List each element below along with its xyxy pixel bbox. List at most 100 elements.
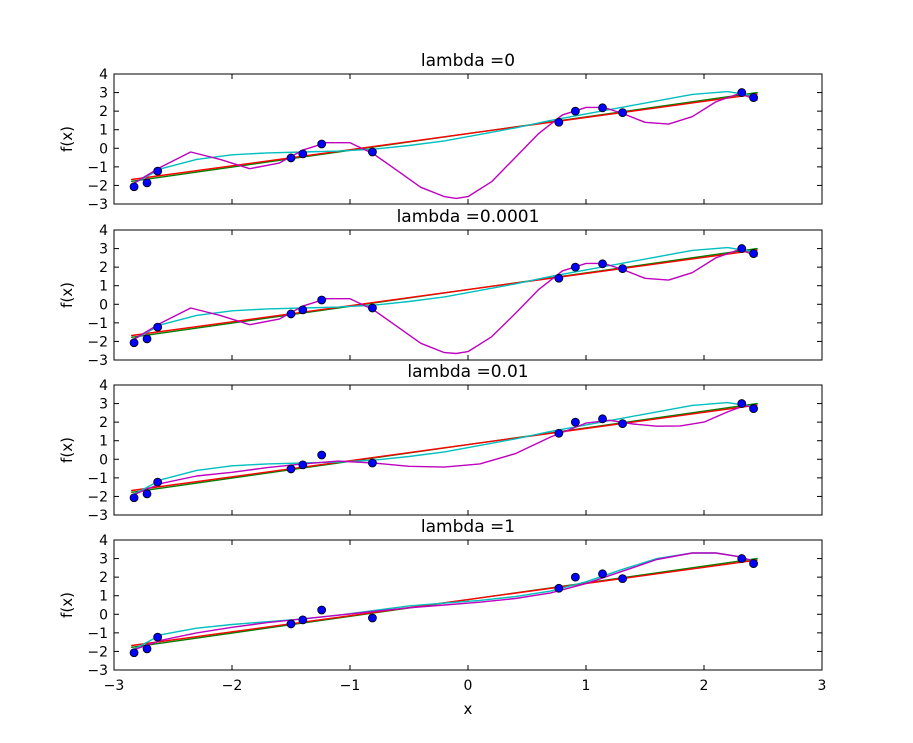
y-tick-label: 3	[99, 86, 108, 102]
series-line-cyan	[130, 401, 758, 497]
y-tick-label: 2	[99, 415, 108, 431]
data-point	[129, 648, 139, 658]
data-point	[570, 262, 580, 272]
subplot-4: lambda =1 f(x) −3 −2 −1 0 1 2 3 4 −3 −2 −1 0 1 2 3	[58, 517, 826, 694]
data-point	[317, 139, 327, 149]
data-point	[298, 615, 308, 625]
x-tick-label: 3	[818, 678, 827, 694]
data-point	[142, 489, 152, 499]
y-tick-label: 1	[99, 123, 108, 139]
plot-area	[129, 552, 758, 658]
y-tick-label: 1	[99, 589, 108, 605]
x-tick-label: −2	[222, 678, 243, 694]
data-point	[298, 305, 308, 315]
data-point	[749, 559, 758, 568]
data-point	[554, 583, 564, 593]
data-point	[368, 303, 377, 313]
y-tick-label: −1	[87, 471, 108, 487]
data-point	[153, 322, 163, 332]
x-axis-label: x	[464, 700, 473, 718]
data-point	[368, 613, 377, 623]
data-point	[129, 493, 139, 503]
x-tick-label: 0	[464, 678, 473, 694]
data-point	[286, 153, 296, 163]
data-point	[142, 644, 152, 654]
y-tick-label: 4	[99, 533, 108, 549]
plot-area	[129, 88, 758, 200]
data-point	[749, 249, 758, 258]
y-tick-label: −1	[87, 160, 108, 176]
data-point	[737, 399, 747, 408]
series-line-magenta	[130, 92, 758, 200]
y-tick-label: 3	[99, 552, 108, 568]
series-line-cyan	[130, 246, 758, 342]
data-point	[298, 149, 308, 159]
data-point	[749, 93, 758, 102]
series-line-magenta	[130, 552, 758, 652]
data-point	[286, 464, 296, 474]
series-line-magenta	[130, 404, 758, 497]
data-point	[554, 428, 564, 438]
data-point	[554, 117, 564, 127]
y-tick-label: −3	[87, 353, 108, 369]
data-point	[317, 295, 327, 305]
data-point	[598, 414, 607, 424]
y-tick-label: 4	[99, 378, 108, 394]
data-point	[570, 106, 580, 116]
data-point	[129, 182, 139, 192]
data-point	[317, 605, 327, 615]
series-line-cyan	[130, 90, 758, 186]
subplot-1: lambda =0 f(x) −3 −2 −1 0 1 2 3 4	[58, 51, 823, 213]
y-tick-label: 3	[99, 397, 108, 413]
axes-frame	[113, 229, 823, 361]
y-tick-label: 1	[99, 279, 108, 295]
data-point	[142, 178, 152, 188]
y-tick-label: 0	[99, 452, 108, 468]
x-tick-label: 2	[700, 678, 709, 694]
data-point	[286, 619, 296, 629]
plot-area	[129, 399, 758, 503]
y-tick-label: −1	[87, 316, 108, 332]
y-tick-label: −3	[87, 508, 108, 524]
data-point	[129, 338, 139, 348]
data-point	[368, 147, 377, 157]
axes-frame	[113, 73, 823, 205]
y-tick-label: −2	[87, 489, 108, 505]
y-tick-label: 4	[99, 67, 108, 83]
x-tick-label: −1	[340, 678, 361, 694]
y-tick-label: 0	[99, 607, 108, 623]
data-point	[368, 458, 377, 468]
panels-layer: lambda =0 f(x) −3 −2 −1 0 1 2 3 4 lambda =0.0001 f(…	[58, 51, 826, 694]
data-point	[598, 259, 607, 269]
series-line-red	[130, 404, 758, 492]
axes-frame	[113, 539, 823, 671]
data-point	[737, 244, 747, 253]
y-tick-label: −2	[87, 334, 108, 350]
series-line-magenta	[130, 248, 758, 355]
data-point	[598, 569, 607, 579]
data-point	[298, 460, 308, 470]
data-point	[618, 419, 627, 429]
series-line-red	[130, 249, 758, 337]
data-point	[570, 417, 580, 427]
y-tick-label: 2	[99, 260, 108, 276]
y-axis-label: f(x)	[58, 437, 76, 463]
data-point	[618, 264, 627, 274]
y-tick-label: −1	[87, 626, 108, 642]
data-point	[618, 574, 627, 584]
y-tick-label: 0	[99, 141, 108, 157]
data-point	[153, 166, 163, 176]
y-axis-label: f(x)	[58, 282, 76, 308]
y-axis-label: f(x)	[58, 592, 76, 618]
series-line-red	[130, 93, 758, 181]
data-point	[737, 554, 747, 563]
y-tick-label: 4	[99, 223, 108, 239]
data-point	[142, 334, 152, 344]
y-axis-label: f(x)	[58, 126, 76, 152]
data-point	[749, 404, 758, 413]
y-tick-label: 3	[99, 242, 108, 258]
data-point	[618, 108, 627, 118]
subplot-title: lambda =0.0001	[397, 207, 540, 227]
x-tick-label: 1	[582, 678, 591, 694]
